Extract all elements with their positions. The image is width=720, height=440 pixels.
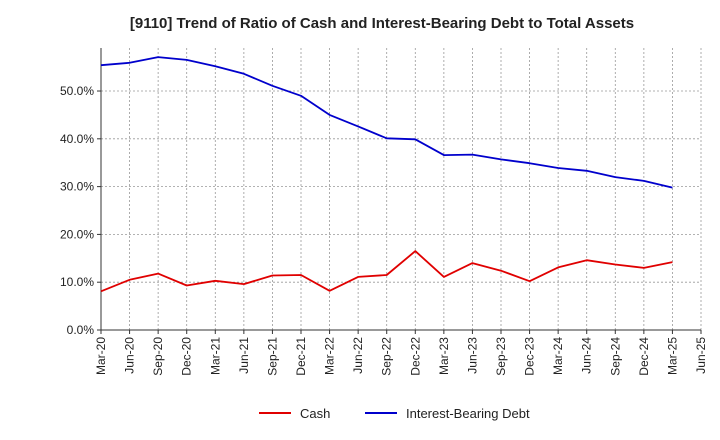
x-tick-label: Mar-24 — [551, 337, 565, 375]
series-layer — [100, 56, 673, 293]
axes: 0.0% 10.0% 20.0% 30.0% 40.0% 50.0% Mar-20 Jun-2… — [60, 48, 708, 376]
x-tick-label: Jun-25 — [694, 337, 708, 374]
x-tick-label: Mar-22 — [323, 337, 337, 375]
legend-label: Interest-Bearing Debt — [406, 406, 530, 421]
legend: Cash Interest-Bearing Debt — [259, 406, 530, 421]
x-tick-label: Mar-23 — [437, 337, 451, 375]
legend-label: Cash — [300, 406, 330, 421]
y-tick-label: 0.0% — [67, 323, 95, 337]
y-tick-label: 20.0% — [60, 227, 94, 241]
y-tick-label: 50.0% — [60, 84, 94, 98]
series-line-interest-bearing-debt — [100, 56, 673, 189]
x-tick-label: Jun-24 — [580, 337, 594, 374]
x-tick-label: Jun-21 — [237, 337, 251, 374]
series-line-cash — [100, 250, 673, 293]
x-tick-label: Sep-23 — [494, 337, 508, 376]
x-tick-label: Sep-22 — [380, 337, 394, 376]
x-tick-label: Dec-22 — [408, 337, 422, 376]
x-tick-label: Sep-20 — [151, 337, 165, 376]
chart-title: [9110] Trend of Ratio of Cash and Intere… — [130, 15, 634, 32]
x-tick-label: Sep-21 — [265, 337, 279, 376]
x-tick-label: Mar-25 — [665, 337, 679, 375]
x-tick-label: Jun-22 — [351, 337, 365, 374]
y-tick-label: 30.0% — [60, 180, 94, 194]
x-tick-label: Mar-20 — [94, 337, 108, 375]
x-tick-label: Dec-21 — [294, 337, 308, 376]
grid — [100, 48, 702, 330]
x-tick-label: Mar-21 — [208, 337, 222, 375]
x-tick-label: Jun-23 — [465, 337, 479, 374]
y-tick-label: 10.0% — [60, 275, 94, 289]
x-tick-label: Dec-23 — [523, 337, 537, 376]
x-tick-label: Sep-24 — [608, 337, 622, 376]
y-tick-label: 40.0% — [60, 132, 94, 146]
x-tick-label: Dec-24 — [637, 337, 651, 376]
x-tick-label: Jun-20 — [123, 337, 137, 374]
x-tick-label: Dec-20 — [180, 337, 194, 376]
